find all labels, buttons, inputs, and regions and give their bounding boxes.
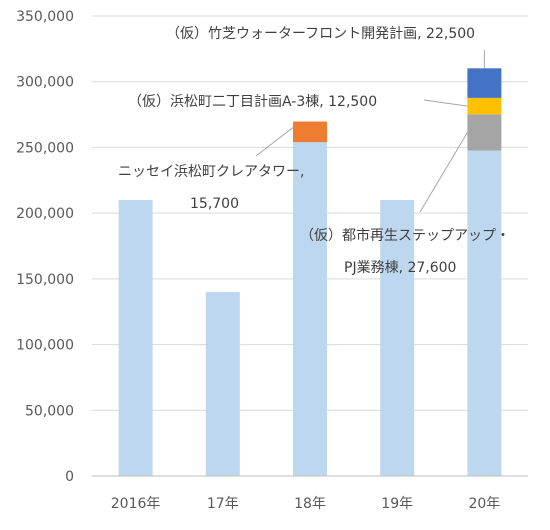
x-tick-label: 20年 [468, 496, 500, 512]
leader-line [255, 127, 294, 157]
y-tick-label: 50,000 [25, 403, 74, 419]
y-tick-label: 300,000 [16, 75, 74, 91]
annotation-label: 15,700 [190, 196, 239, 212]
annotation-label: PJ業務棟, 27,600 [344, 260, 456, 276]
bar-segment [467, 150, 502, 476]
x-tick-label: 18年 [294, 496, 326, 512]
leader-lines [255, 50, 485, 213]
annotation-label: （仮）浜松町二丁目計画A-3棟, 12,500 [128, 94, 377, 110]
bar-segment [293, 142, 327, 476]
bar-segment [205, 292, 240, 476]
leader-line [419, 132, 468, 213]
bar-segment [380, 200, 415, 476]
y-tick-label: 250,000 [16, 140, 74, 156]
bar-segment [467, 97, 502, 115]
bar-segment [293, 121, 327, 143]
leader-line [423, 99, 468, 107]
y-tick-label: 200,000 [16, 206, 74, 222]
annotations: （仮）竹芝ウォーターフロント開発計画, 22,500 （仮）浜松町二丁目計画A-3… [118, 26, 510, 276]
x-tick-label: 17年 [207, 496, 239, 512]
x-tick-label: 2016年 [111, 496, 161, 512]
y-tick-label: 350,000 [16, 9, 74, 25]
y-tick-label: 0 [65, 469, 74, 485]
y-tick-label: 150,000 [16, 272, 74, 288]
bars [118, 68, 502, 476]
annotation-label: ニッセイ浜松町クレアタワー, [118, 164, 304, 180]
axes: 0 50,000 100,000 150,000 200,000 250,000 300,0… [16, 9, 528, 512]
bar-segment [467, 114, 502, 151]
bar-segment [467, 68, 502, 98]
annotation-label: （仮）都市再生ステップアップ・ [300, 227, 510, 244]
y-tick-label: 100,000 [16, 338, 74, 354]
bar-segment [118, 200, 153, 476]
x-tick-label: 19年 [381, 496, 413, 512]
annotation-label: （仮）竹芝ウォーターフロント開発計画, 22,500 [166, 26, 475, 42]
